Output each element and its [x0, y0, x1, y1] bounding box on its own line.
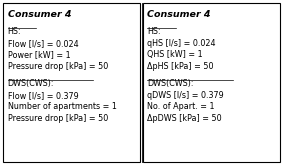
- Text: Number of apartments = 1: Number of apartments = 1: [8, 102, 117, 111]
- Text: DWS(CWS):: DWS(CWS):: [8, 79, 54, 88]
- Text: Pressure drop [kPa] = 50: Pressure drop [kPa] = 50: [8, 62, 108, 71]
- Bar: [3, 3, 140, 162]
- Bar: [143, 3, 280, 162]
- Text: HS:: HS:: [147, 27, 161, 36]
- Text: Pressure drop [kPa] = 50: Pressure drop [kPa] = 50: [8, 114, 108, 123]
- Text: Power [kW] = 1: Power [kW] = 1: [8, 50, 70, 59]
- Text: qHS [l/s] = 0.024: qHS [l/s] = 0.024: [147, 39, 216, 48]
- Text: qDWS [l/s] = 0.379: qDWS [l/s] = 0.379: [147, 91, 224, 100]
- Text: ΔpDWS [kPa] = 50: ΔpDWS [kPa] = 50: [147, 114, 222, 123]
- Text: Consumer 4: Consumer 4: [147, 10, 211, 19]
- Text: HS:: HS:: [8, 27, 21, 36]
- Text: QHS [kW] = 1: QHS [kW] = 1: [147, 50, 203, 59]
- Text: ΔpHS [kPa] = 50: ΔpHS [kPa] = 50: [147, 62, 214, 71]
- Text: Consumer 4: Consumer 4: [8, 10, 71, 19]
- Text: No. of Apart. = 1: No. of Apart. = 1: [147, 102, 215, 111]
- Text: Flow [l/s] = 0.379: Flow [l/s] = 0.379: [8, 91, 78, 100]
- Text: DWS(CWS):: DWS(CWS):: [147, 79, 194, 88]
- Text: Flow [l/s] = 0.024: Flow [l/s] = 0.024: [8, 39, 78, 48]
